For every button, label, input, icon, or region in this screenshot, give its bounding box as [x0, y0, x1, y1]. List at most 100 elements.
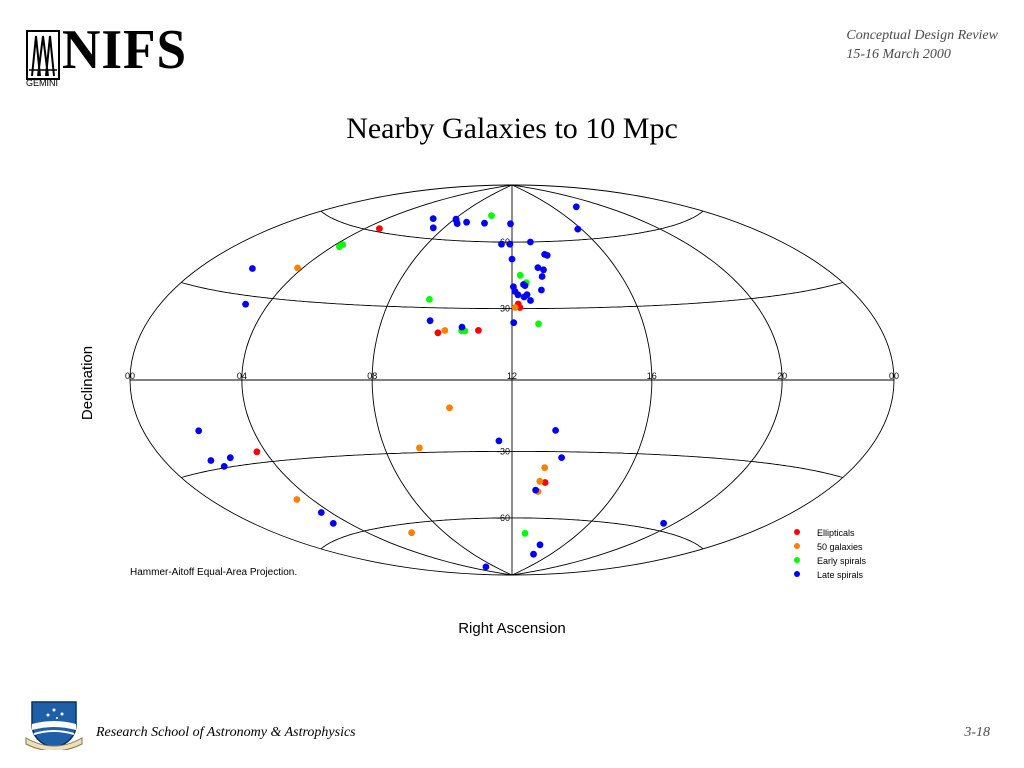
galaxy-point — [426, 296, 433, 303]
galaxy-point — [446, 404, 453, 412]
galaxy-point — [207, 457, 215, 464]
galaxy-point — [538, 286, 545, 294]
galaxy-point — [463, 218, 470, 226]
galaxy-point — [453, 220, 461, 228]
page-number: 3-18 — [964, 725, 990, 740]
nifs-logo: NIFS GEMINI — [26, 22, 226, 92]
galaxy-point — [498, 240, 505, 248]
galaxy-point — [527, 238, 534, 246]
galaxy-point — [408, 529, 415, 537]
galaxy-point — [429, 224, 437, 232]
anu-crest-icon — [25, 701, 83, 750]
galaxy-point — [294, 264, 301, 272]
galaxy-point — [541, 479, 549, 486]
tick-labels: 00 04 08 12 16 20 00 60 30 -30 -60 — [125, 237, 899, 523]
galaxy-point — [336, 243, 343, 251]
ra-tick-label: 00 — [125, 371, 135, 381]
galaxy-point — [532, 486, 539, 494]
galaxy-point — [441, 327, 449, 334]
galaxy-point — [426, 317, 434, 325]
galaxy-point — [535, 320, 542, 328]
galaxy-point — [249, 265, 256, 272]
galaxy-points — [195, 203, 667, 571]
review-title: Conceptual Design Review — [846, 28, 998, 43]
review-info: Conceptual Design Review 15-16 March 200… — [846, 26, 998, 64]
legend-label: 50 galaxies — [817, 542, 863, 552]
galaxy-point — [293, 496, 301, 503]
logo-text: NIFS — [62, 19, 188, 81]
ra-tick-label: 00 — [889, 371, 899, 381]
galaxy-point — [488, 212, 495, 220]
ra-tick-label: 04 — [237, 371, 247, 381]
galaxy-point — [511, 304, 519, 311]
galaxy-point — [538, 273, 546, 280]
legend-marker — [794, 543, 800, 549]
galaxy-point — [376, 225, 383, 233]
telescope-logo-icon — [26, 30, 60, 80]
galaxy-point — [521, 529, 529, 537]
galaxy-point — [660, 519, 667, 527]
galaxy-point — [558, 454, 565, 461]
logo-subtext: GEMINI — [26, 78, 59, 88]
ra-tick-label: 08 — [367, 371, 377, 381]
dec-tick-label: 60 — [500, 237, 510, 247]
galaxy-point — [536, 477, 544, 485]
galaxy-point — [530, 550, 537, 558]
galaxy-point — [516, 304, 524, 311]
galaxy-point — [475, 327, 482, 334]
galaxy-point — [317, 509, 325, 516]
galaxy-point — [523, 291, 531, 299]
galaxy-point — [482, 563, 490, 571]
galaxy-point — [516, 271, 524, 279]
galaxy-point — [506, 240, 514, 248]
galaxy-point — [527, 297, 534, 304]
slide-title: Nearby Galaxies to 10 Mpc — [346, 112, 678, 145]
galaxy-point — [540, 266, 547, 274]
galaxy-point — [429, 215, 437, 223]
projection-label: Hammer-Aitoff Equal-Area Projection. — [130, 567, 297, 578]
galaxy-point — [329, 520, 337, 527]
legend-marker — [794, 529, 800, 535]
galaxy-point — [552, 427, 559, 434]
galaxy-point — [195, 427, 203, 435]
legend-label: Ellipticals — [817, 528, 855, 538]
galaxy-point — [416, 444, 423, 452]
ra-tick-label: 20 — [777, 371, 787, 381]
review-date: 15-16 March 2000 — [846, 47, 951, 62]
galaxy-point — [507, 220, 514, 228]
dec-tick-label: -30 — [497, 446, 510, 456]
galaxy-point — [220, 463, 228, 470]
dec-tick-label: 30 — [500, 304, 510, 314]
x-axis-label: Right Ascension — [458, 620, 566, 637]
galaxy-point — [226, 454, 234, 462]
ra-tick-label: 12 — [507, 371, 517, 381]
galaxy-point — [434, 329, 442, 337]
galaxy-point — [541, 464, 549, 472]
galaxy-point — [508, 255, 516, 263]
y-axis-label: Declination — [79, 346, 96, 420]
galaxy-point — [510, 319, 518, 327]
parallel-line — [320, 517, 704, 550]
institution-name: Research School of Astronomy & Astrophys… — [96, 725, 356, 740]
galaxy-point — [253, 448, 261, 456]
galaxy-point — [495, 437, 503, 445]
galaxy-point — [521, 282, 529, 289]
parallel-line — [181, 450, 843, 478]
galaxy-point — [458, 323, 466, 331]
dec-tick-label: -60 — [497, 513, 510, 523]
ra-tick-label: 16 — [647, 371, 657, 381]
legend-label: Late spirals — [817, 570, 864, 580]
projection-grid — [129, 184, 895, 576]
galaxy-point — [572, 203, 580, 211]
legend: Ellipticals 50 galaxies Early spirals Late … — [794, 528, 867, 580]
galaxy-point — [536, 541, 544, 549]
galaxy-point — [574, 225, 582, 233]
legend-label: Early spirals — [817, 556, 867, 566]
galaxy-point — [534, 264, 542, 271]
galaxy-point — [242, 300, 250, 308]
legend-marker — [794, 557, 800, 563]
galaxy-point — [543, 252, 551, 259]
legend-marker — [794, 571, 800, 577]
galaxy-point — [514, 291, 522, 299]
